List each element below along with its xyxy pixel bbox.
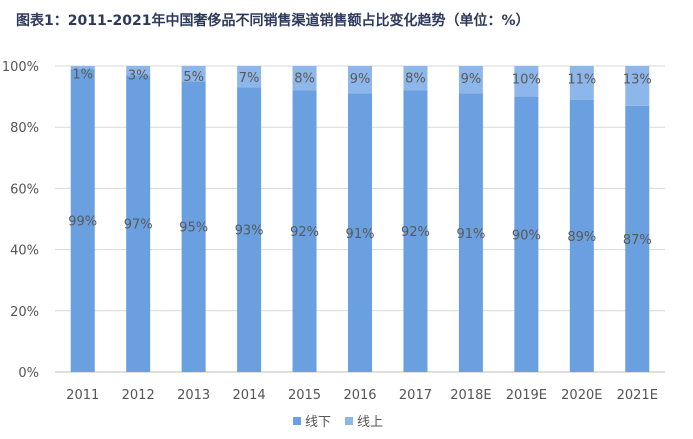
x-tick-label: 2019E <box>506 388 547 403</box>
data-label-online: 9% <box>350 72 371 87</box>
y-axis: 0% 20% 40% 60% 80% 100% <box>2 60 39 381</box>
x-tick-label: 2018E <box>450 388 491 403</box>
data-label-offline: 92% <box>290 225 319 240</box>
y-tick-label: 80% <box>10 121 39 136</box>
x-tick-label: 2016 <box>343 388 376 403</box>
bar-offline <box>126 75 151 373</box>
data-label-offline: 91% <box>346 227 375 242</box>
bar-offline <box>181 81 206 373</box>
data-label-offline: 95% <box>179 221 208 236</box>
bar-offline <box>569 99 594 372</box>
bar-online <box>458 66 483 94</box>
data-label-online: 11% <box>567 73 596 88</box>
data-label-online: 8% <box>405 71 426 86</box>
bar-offline <box>237 87 262 373</box>
y-tick-label: 40% <box>10 244 39 259</box>
bar-online <box>70 66 95 70</box>
bar-online <box>403 66 428 91</box>
data-label-online: 9% <box>461 72 482 87</box>
y-tick-label: 100% <box>2 60 39 75</box>
x-tick-label: 2015 <box>288 388 321 403</box>
data-label-online: 1% <box>72 68 93 83</box>
data-label-offline: 91% <box>456 227 485 242</box>
data-label-group: 99% 1% 97% 3% 95% 5% 93% 7% 92% 8% 91% 9% 92% 8% 91% 9%… <box>68 68 651 248</box>
chart-title: 图表1：2011-2021年中国奢侈品不同销售渠道销售额占比变化趋势（单位：%） <box>16 13 530 29</box>
x-tick-label: 2012 <box>122 388 155 403</box>
bar-offline <box>292 90 317 372</box>
bar-online <box>625 66 650 106</box>
data-label-online: 10% <box>512 73 541 88</box>
data-label-offline: 93% <box>235 224 264 239</box>
bar-online <box>126 66 151 76</box>
bar-online <box>181 66 206 82</box>
legend-label-online: 线上 <box>357 415 383 430</box>
bar-online <box>348 66 372 94</box>
data-label-online: 8% <box>294 71 315 86</box>
bar-offline <box>403 90 428 372</box>
bar-online <box>237 66 262 88</box>
y-tick-label: 60% <box>10 182 39 197</box>
bar-offline <box>625 105 650 372</box>
y-tick-label: 0% <box>18 366 39 381</box>
x-tick-label: 2013 <box>177 388 210 403</box>
data-label-online: 3% <box>128 69 149 84</box>
legend-swatch-online <box>345 417 353 425</box>
bar-online <box>514 66 539 97</box>
x-axis: 2011 2012 2013 2014 2015 2016 2017 2018E 2019E 20… <box>66 388 658 403</box>
bar-group <box>70 66 650 373</box>
legend-label-offline: 线下 <box>305 415 331 430</box>
data-label-offline: 97% <box>124 218 153 233</box>
data-label-offline: 87% <box>623 233 652 248</box>
x-tick-label: 2011 <box>66 388 99 403</box>
data-label-offline: 92% <box>401 225 430 240</box>
x-tick-label: 2020E <box>561 388 602 403</box>
data-label-offline: 90% <box>512 228 541 243</box>
bar-offline <box>458 93 483 372</box>
legend-swatch-offline <box>293 417 301 425</box>
x-tick-label: 2014 <box>233 388 266 403</box>
bar-online <box>292 66 317 91</box>
bar-offline <box>348 93 372 372</box>
data-label-online: 7% <box>239 71 260 86</box>
x-tick-label: 2017 <box>399 388 432 403</box>
bar-online <box>569 66 594 100</box>
data-label-online: 13% <box>623 73 652 88</box>
data-label-offline: 99% <box>68 215 97 230</box>
legend: 线下 线上 <box>293 415 383 430</box>
data-label-offline: 89% <box>567 230 596 245</box>
bar-offline <box>70 69 95 372</box>
y-tick-label: 20% <box>10 305 39 320</box>
x-tick-label: 2021E <box>617 388 658 403</box>
data-label-online: 5% <box>183 70 204 85</box>
bar-offline <box>514 96 539 372</box>
